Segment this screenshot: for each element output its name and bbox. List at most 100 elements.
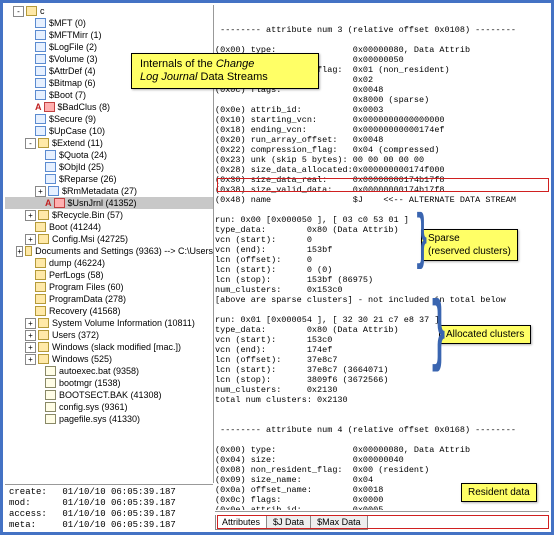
meta-icon [35,54,46,64]
tree-item[interactable]: Recovery (41568) [5,305,213,317]
bottom-tabs[interactable]: Attributes$J Data$Max Data [215,511,549,530]
tree-label: $AttrDef (4) [49,65,96,77]
meta-icon [45,150,56,160]
ads-marker: A [45,197,52,209]
tree-item[interactable]: -c [5,5,213,17]
tree-toggle[interactable]: - [25,138,36,149]
tree-label: pagefile.sys (41330) [59,413,140,425]
tree-toggle[interactable]: + [25,354,36,365]
ads-marker: A [35,101,42,113]
tree-label: $Bitmap (6) [49,77,96,89]
tree-item[interactable]: $Boot (7) [5,89,213,101]
tree-item[interactable]: A $BadClus (8) [5,101,213,113]
tree-label: Program Files (60) [49,281,124,293]
folder-icon [35,258,46,268]
tree-item[interactable]: +Config.Msi (42725) [5,233,213,245]
file-icon [45,366,56,376]
tree-item[interactable]: Boot (41244) [5,221,213,233]
tree-item[interactable]: $MFTMirr (1) [5,29,213,41]
tree-label: $Quota (24) [59,149,107,161]
tree-item[interactable]: + Windows (525) [5,353,213,365]
timestamp-row: create: 01/10/10 06:05:39.187 [9,487,209,498]
tree-toggle[interactable]: + [25,330,36,341]
tree-toggle[interactable]: - [13,6,24,17]
tree-item[interactable]: ProgramData (278) [5,293,213,305]
tree-label: $Recycle.Bin (57) [52,209,123,221]
tab--max-data[interactable]: $Max Data [310,515,368,530]
tree-label: config.sys (9361) [59,401,128,413]
tree-item[interactable]: config.sys (9361) [5,401,213,413]
tree-item[interactable]: $UpCase (10) [5,125,213,137]
file-icon [45,378,56,388]
tree-item[interactable]: autoexec.bat (9358) [5,365,213,377]
tree-item[interactable]: + $RmMetadata (27) [5,185,213,197]
tree-item[interactable]: $Reparse (26) [5,173,213,185]
tree-label: ProgramData (278) [49,293,126,305]
folder-icon [35,306,46,316]
folder-icon [25,246,32,256]
timestamps-footer: create: 01/10/10 06:05:39.187mod: 01/10/… [5,484,213,530]
tree-toggle[interactable]: + [16,246,23,257]
tree-toggle[interactable]: + [25,318,36,329]
brace-alloc: } [430,289,447,379]
tree-label: $Volume (3) [49,53,98,65]
tree-item[interactable]: $Quota (24) [5,149,213,161]
tree-item[interactable]: $ObjId (25) [5,161,213,173]
folder-icon [35,282,46,292]
tab--j-data[interactable]: $J Data [266,515,311,530]
tree-label: $RmMetadata (27) [62,185,137,197]
tree-item[interactable]: + $Recycle.Bin (57) [5,209,213,221]
red-icon [44,102,55,112]
tree-item[interactable]: -$Extend (11) [5,137,213,149]
timestamp-row: access: 01/10/10 06:05:39.187 [9,509,209,520]
tree-item[interactable]: $MFT (0) [5,17,213,29]
tree-label: Windows (slack modified [mac.]) [52,341,181,353]
callout-resident: Resident data [461,483,537,502]
tree-label: autoexec.bat (9358) [59,365,139,377]
tree-item[interactable]: + Windows (slack modified [mac.]) [5,341,213,353]
tree-toggle[interactable]: + [25,210,36,221]
meta-icon [35,78,46,88]
tree-item[interactable]: dump (46224) [5,257,213,269]
file-icon [45,402,56,412]
tree-label: bootmgr (1538) [59,377,121,389]
tree-item[interactable]: +Documents and Settings (9363) --> C:\Us… [5,245,213,257]
tree-label: Windows (525) [52,353,112,365]
tree-label: c [40,5,45,17]
tree-item[interactable]: Program Files (60) [5,281,213,293]
tree-item[interactable]: BOOTSECT.BAK (41308) [5,389,213,401]
folder-icon [38,138,49,148]
tree-item[interactable]: $Secure (9) [5,113,213,125]
tree-toggle[interactable]: + [35,186,46,197]
timestamp-row: meta: 01/10/10 06:05:39.187 [9,520,209,531]
tree-label: dump (46224) [49,257,105,269]
meta-icon [35,66,46,76]
meta-icon [45,174,56,184]
tree-label: $Secure (9) [49,113,96,125]
folder-icon [35,270,46,280]
tree-label: System Volume Information (10811) [52,317,195,329]
tree-item[interactable]: PerfLogs (58) [5,269,213,281]
tree-label: BOOTSECT.BAK (41308) [59,389,162,401]
tree-item[interactable]: $LogFile (2) [5,41,213,53]
tree-label: $MFTMirr (1) [49,29,102,41]
tree-label: $BadClus (8) [58,101,111,113]
folder-icon [38,330,49,340]
tree-item[interactable]: A $UsnJrnl (41352) [5,197,213,209]
tree-label: Boot (41244) [49,221,101,233]
tree-label: Users (372) [52,329,99,341]
callout-title: Internals of the Change Log Journal Data… [131,53,319,89]
meta-icon [45,162,56,172]
tree-item[interactable]: + System Volume Information (10811) [5,317,213,329]
tree-toggle[interactable]: + [25,234,36,245]
tree-label: $LogFile (2) [49,41,97,53]
tree-toggle[interactable]: + [25,342,36,353]
tree-item[interactable]: + Users (372) [5,329,213,341]
tree-label: PerfLogs (58) [49,269,104,281]
folder-icon [38,210,49,220]
tab-attributes[interactable]: Attributes [215,515,267,530]
tree-item[interactable]: bootmgr (1538) [5,377,213,389]
tree-item[interactable]: pagefile.sys (41330) [5,413,213,425]
tree-label: $UsnJrnl (41352) [68,197,137,209]
folder-icon [38,318,49,328]
